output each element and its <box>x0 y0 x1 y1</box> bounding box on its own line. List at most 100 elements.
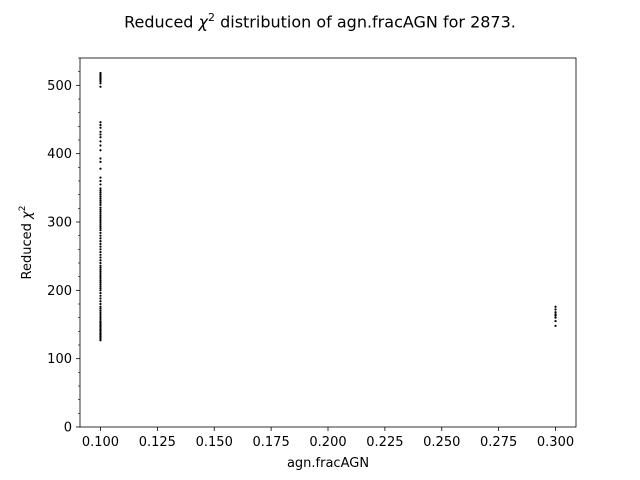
data-point <box>99 133 102 136</box>
x-tick-label: 0.225 <box>366 435 403 450</box>
data-point <box>99 319 102 323</box>
data-point <box>99 268 102 271</box>
axes-frame <box>79 57 577 428</box>
x-axis: 0.100 0.125 0.150 0.175 0.200 0.225 0.250 0.275… <box>82 427 574 450</box>
data-point <box>99 237 102 240</box>
data-point <box>99 189 102 192</box>
data-point <box>99 197 102 200</box>
data-point <box>99 187 102 190</box>
data-point <box>554 313 557 316</box>
x-tick-label: 0.150 <box>196 435 233 450</box>
data-point <box>99 259 102 262</box>
data-point <box>554 305 557 308</box>
data-point <box>99 157 102 160</box>
data-point <box>99 121 102 124</box>
data-point <box>99 82 102 85</box>
data-point <box>99 220 102 224</box>
data-point <box>99 313 102 317</box>
data-point <box>99 193 102 196</box>
data-point <box>99 270 102 273</box>
data-point <box>99 191 102 194</box>
data-point <box>99 278 102 282</box>
x-tick-label: 0.125 <box>139 435 176 450</box>
data-point <box>99 261 102 265</box>
data-point <box>99 201 102 204</box>
chart-title: Reduced χ2 distribution of agn.fracAGN f… <box>124 11 516 32</box>
data-point <box>99 276 102 280</box>
data-point <box>99 274 102 278</box>
data-point <box>99 309 102 312</box>
data-points-layer <box>99 71 557 342</box>
data-point <box>99 208 102 211</box>
data-point <box>99 242 102 245</box>
x-tick-label: 0.275 <box>480 435 517 450</box>
x-tick-label: 0.250 <box>423 435 460 450</box>
data-point <box>99 149 102 152</box>
y-tick-label: 100 <box>47 352 72 367</box>
data-point <box>99 144 102 147</box>
data-point <box>99 160 102 163</box>
data-point <box>99 140 102 143</box>
data-point <box>99 253 102 256</box>
data-point <box>99 130 102 133</box>
data-point <box>99 266 102 269</box>
data-point <box>99 300 102 303</box>
data-point <box>99 176 102 179</box>
data-point <box>554 319 557 323</box>
y-axis: 0 100 200 300 400 500 <box>47 57 80 436</box>
data-point <box>99 256 102 259</box>
x-tick-label: 0.300 <box>537 435 574 450</box>
data-point <box>99 222 102 226</box>
data-point <box>99 264 102 267</box>
y-tick-label: 0 <box>64 421 72 436</box>
data-point <box>99 214 102 217</box>
data-point <box>99 167 102 170</box>
data-point <box>99 206 102 209</box>
y-axis-label: Reduced χ2 <box>18 206 35 280</box>
data-point <box>99 272 102 276</box>
data-point <box>99 250 102 254</box>
data-point <box>99 126 102 129</box>
data-point <box>99 291 102 295</box>
y-tick-label: 200 <box>47 284 72 299</box>
data-point <box>99 199 102 202</box>
y-tick-label: 500 <box>47 79 72 94</box>
data-point <box>99 248 102 251</box>
x-axis-label: agn.fracAGN <box>287 456 369 471</box>
data-point <box>99 289 102 292</box>
x-tick-label: 0.100 <box>82 435 119 450</box>
data-point <box>99 283 102 286</box>
data-point <box>99 203 102 207</box>
data-point <box>99 183 102 186</box>
data-point <box>554 308 557 311</box>
data-point <box>99 234 102 237</box>
data-point <box>99 231 102 235</box>
data-point <box>99 212 102 215</box>
data-point <box>99 71 102 75</box>
data-point <box>99 281 102 284</box>
data-point <box>99 317 102 321</box>
data-point <box>99 225 102 228</box>
x-tick-label: 0.175 <box>253 435 290 450</box>
data-point <box>99 227 102 230</box>
data-point <box>99 307 102 310</box>
data-point <box>99 179 102 183</box>
data-point <box>99 136 102 139</box>
data-point <box>554 324 557 327</box>
data-point <box>99 287 102 290</box>
data-point <box>99 311 102 314</box>
data-point <box>554 316 557 319</box>
data-point <box>99 305 102 308</box>
data-point <box>554 311 557 314</box>
data-point <box>99 195 102 198</box>
data-point <box>99 218 102 222</box>
data-point <box>99 85 102 88</box>
y-tick-label: 400 <box>47 147 72 162</box>
data-point <box>99 229 102 232</box>
data-point <box>99 123 102 127</box>
data-point <box>99 210 102 213</box>
data-point <box>99 285 102 288</box>
data-point <box>99 216 102 219</box>
